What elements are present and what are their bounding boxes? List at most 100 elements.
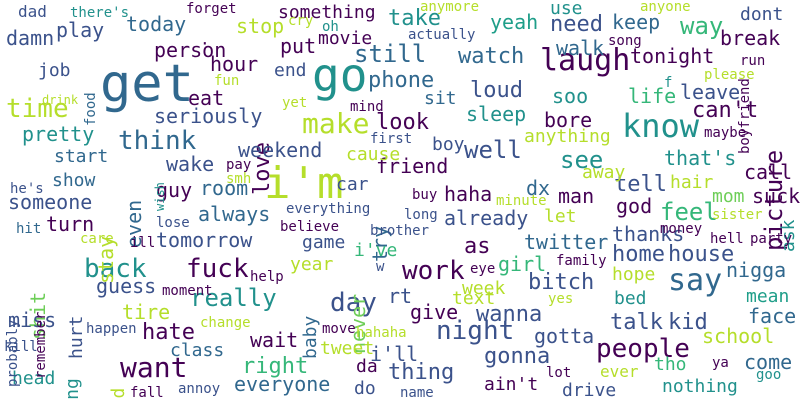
word-talk: talk — [610, 310, 663, 335]
word-money: money — [660, 221, 703, 237]
word-week: week — [462, 278, 506, 299]
word-minute: minute — [496, 193, 547, 209]
word-tomorrow: tomorrow — [156, 228, 253, 252]
word-move: move — [322, 321, 356, 337]
word-rt: rt — [388, 284, 413, 308]
word-school: school — [702, 324, 775, 348]
word-believe: believe — [280, 219, 340, 235]
word-tweet: tweet — [320, 338, 375, 359]
word-stop: stop — [236, 14, 285, 38]
word-song: song — [608, 33, 642, 49]
word-class: class — [170, 340, 225, 361]
word-say: say — [668, 263, 723, 298]
word-yeah: yeah — [490, 10, 539, 34]
word-call: call — [744, 160, 793, 184]
word-today: today — [126, 12, 187, 36]
word-anything: anything — [524, 126, 611, 147]
word-well: well — [464, 136, 522, 164]
word-i-m: i'm — [264, 158, 344, 209]
word-know: know — [622, 107, 700, 145]
word-hell: hell — [710, 231, 744, 247]
word-night: night — [436, 316, 515, 346]
word-hate: hate — [142, 320, 195, 345]
word-he-s: he's — [10, 181, 44, 197]
word-guess: guess — [96, 274, 157, 298]
word-always: always — [198, 202, 271, 226]
word-think: think — [118, 126, 197, 156]
word-man: man — [558, 184, 595, 208]
word-goo: goo — [756, 367, 782, 383]
word-head: head — [12, 368, 56, 389]
word-watch: watch — [458, 44, 525, 69]
word-girl: girl — [498, 252, 547, 276]
word-movie: movie — [318, 28, 373, 49]
word-pay: pay — [226, 157, 252, 173]
word-actually: actually — [408, 27, 476, 43]
word-need: need — [550, 12, 603, 37]
word-weekend: weekend — [238, 138, 323, 162]
word-wait: wait — [250, 328, 299, 352]
word-long: long — [404, 207, 438, 223]
word-eat: eat — [188, 86, 225, 110]
word-hair: hair — [670, 172, 714, 193]
word-god: god — [616, 194, 653, 218]
word-family: family — [556, 253, 607, 269]
word-soo: soo — [552, 84, 589, 108]
word-bitch: bitch — [528, 270, 595, 295]
word-show: show — [52, 170, 96, 191]
word-kill: kill — [4, 339, 38, 355]
word-start: start — [54, 146, 109, 167]
word-play: play — [56, 18, 105, 42]
word-cause: cause — [346, 144, 401, 165]
word-face: face — [748, 304, 797, 328]
word-back: back — [84, 254, 147, 284]
word-tonight: tonight — [630, 44, 715, 68]
word-car: car — [336, 174, 369, 195]
word-as: as — [464, 234, 491, 259]
word-turn: turn — [46, 212, 95, 236]
word-bed: bed — [614, 288, 647, 309]
word-first: first — [370, 131, 413, 147]
word-nigga: nigga — [726, 258, 787, 282]
word-drink: drink — [42, 93, 79, 107]
word-want: want — [120, 351, 188, 384]
word-boy: boy — [432, 134, 465, 155]
word-can-t: can't — [692, 98, 759, 123]
word-thing: thing — [388, 360, 455, 385]
word-everything: everything — [286, 201, 371, 217]
word-give: give — [410, 300, 459, 324]
word-see: see — [560, 146, 604, 174]
word-game: game — [302, 232, 346, 253]
word-forget: forget — [186, 1, 237, 17]
word-party: party — [750, 231, 793, 247]
word-anymore: anymore — [420, 0, 480, 15]
word-sit: sit — [424, 88, 457, 109]
word-lot: lot — [546, 365, 572, 381]
word-baby: baby — [300, 315, 321, 360]
word-away: away — [582, 162, 626, 183]
word-walk: walk — [556, 36, 605, 60]
word-find: find — [108, 388, 129, 400]
word-already: already — [444, 206, 529, 230]
word-mind: mind — [350, 99, 384, 115]
word-ain-t: ain't — [484, 374, 539, 395]
word-hit: hit — [16, 221, 42, 237]
word-break: break — [720, 26, 781, 50]
word-fall: fall — [130, 385, 164, 400]
word-still: still — [354, 40, 427, 68]
word-name: name — [400, 385, 434, 400]
word-year: year — [290, 254, 334, 275]
word-sleep: sleep — [466, 102, 527, 126]
word-day: day — [330, 288, 377, 318]
word-keep: keep — [612, 10, 661, 34]
word-pretty: pretty — [22, 122, 95, 146]
word-hahaha: hahaha — [356, 325, 407, 341]
word-end: end — [274, 60, 307, 81]
word-people: people — [596, 334, 690, 364]
word-there-s: there's — [70, 5, 130, 21]
word-maybe: maybe — [704, 125, 747, 141]
word-annoy: annoy — [178, 381, 221, 397]
word-dont: dont — [740, 4, 784, 25]
word-leave: leave — [680, 80, 741, 104]
